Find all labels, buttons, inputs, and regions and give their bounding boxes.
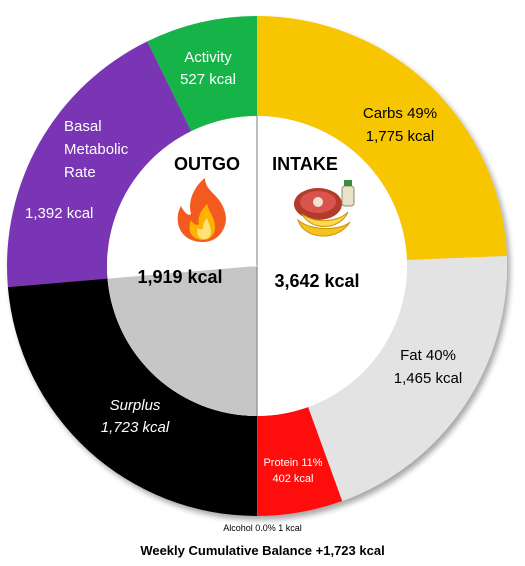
surplus-value: 1,723 kcal: [101, 419, 170, 436]
activity-label: Activity: [184, 49, 232, 66]
carbs-value: 1,775 kcal: [366, 128, 434, 145]
bmr-value: 1,392 kcal: [25, 205, 93, 222]
bmr-label-2: Metabolic: [64, 141, 129, 158]
intake-title: INTAKE: [272, 154, 338, 174]
protein-label: Protein 11%: [263, 457, 322, 469]
alcohol-note: Alcohol 0.0% 1 kcal: [223, 523, 302, 533]
intake-total: 3,642 kcal: [274, 271, 359, 291]
ring-segment-activity: [147, 16, 257, 132]
outgo-total: 1,919 kcal: [137, 267, 222, 287]
ring-segment-protein: [257, 407, 343, 516]
surplus-label: Surplus: [110, 397, 161, 414]
outgo-title: OUTGO: [174, 154, 240, 174]
fat-label: Fat 40%: [400, 347, 456, 364]
fire-icon: [177, 178, 226, 242]
food-icon: [294, 180, 355, 237]
bmr-label-1: Basal: [64, 118, 102, 135]
fat-value: 1,465 kcal: [394, 370, 462, 387]
ring-segment-carbs: [257, 16, 507, 260]
carbs-label: Carbs 49%: [363, 105, 437, 122]
ring-segment-basal-metabolic-rate: [7, 41, 192, 288]
ring-segment-surplus: [7, 278, 258, 516]
protein-value: 402 kcal: [273, 473, 314, 485]
bmr-label-3: Rate: [64, 164, 96, 181]
activity-value: 527 kcal: [180, 71, 236, 88]
surplus-inner-quadrant: [107, 266, 257, 416]
chart-footer: Weekly Cumulative Balance +1,723 kcal: [140, 543, 385, 558]
ring-segment-fat: [308, 255, 507, 502]
